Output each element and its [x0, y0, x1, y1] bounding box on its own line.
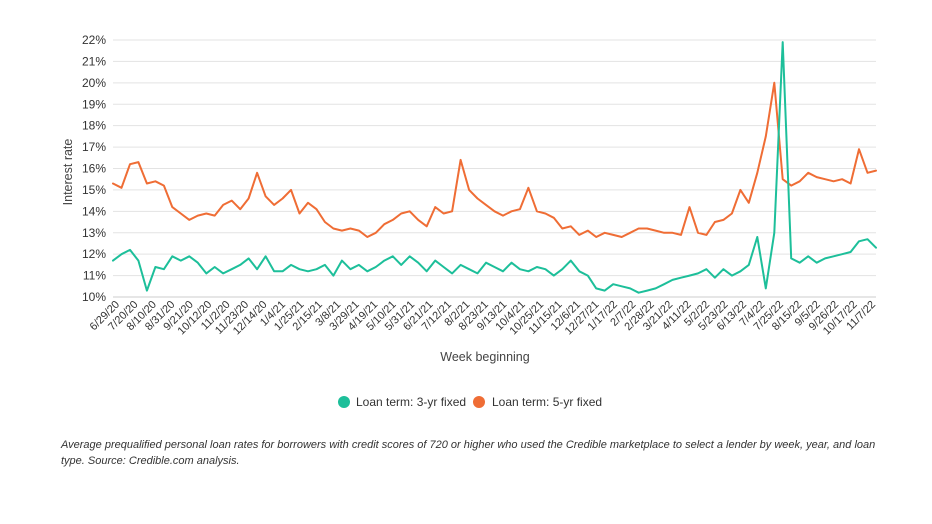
y-tick-label: 11%: [83, 269, 106, 283]
line-chart: 10%11%12%13%14%15%16%17%18%19%20%21%22% …: [61, 33, 878, 409]
y-tick-label: 19%: [82, 97, 106, 111]
x-axis-ticks: 6/29/207/20/208/10/208/31/209/21/2010/12…: [88, 299, 878, 338]
y-tick-label: 20%: [82, 76, 106, 90]
y-tick-label: 14%: [82, 204, 106, 218]
y-axis-title: Interest rate: [61, 139, 75, 206]
legend: Loan term: 3-yr fixed Loan term: 5-yr fix…: [338, 395, 602, 409]
y-tick-label: 10%: [82, 290, 106, 304]
legend-label: Loan term: 5-yr fixed: [492, 395, 602, 409]
y-tick-label: 13%: [82, 226, 106, 240]
legend-label: Loan term: 3-yr fixed: [356, 395, 466, 409]
y-tick-label: 16%: [82, 162, 106, 176]
y-tick-label: 12%: [82, 247, 106, 261]
series-line: [112, 41, 877, 294]
legend-swatch: [473, 396, 485, 408]
x-axis-title: Week beginning: [440, 350, 529, 364]
legend-swatch: [338, 396, 350, 408]
y-tick-label: 17%: [82, 140, 106, 154]
y-tick-label: 15%: [82, 183, 106, 197]
series-lines: [112, 41, 877, 294]
y-tick-label: 21%: [82, 54, 106, 68]
series-line: [112, 81, 877, 238]
y-tick-label: 22%: [82, 33, 106, 47]
y-tick-label: 18%: [82, 119, 106, 133]
chart-caption: Average prequalified personal loan rates…: [61, 439, 876, 467]
y-axis-ticks: 10% 11% 12% 13% 14% 15% 16% 17% 18% 19% 20% 21% 22%: [82, 33, 106, 304]
